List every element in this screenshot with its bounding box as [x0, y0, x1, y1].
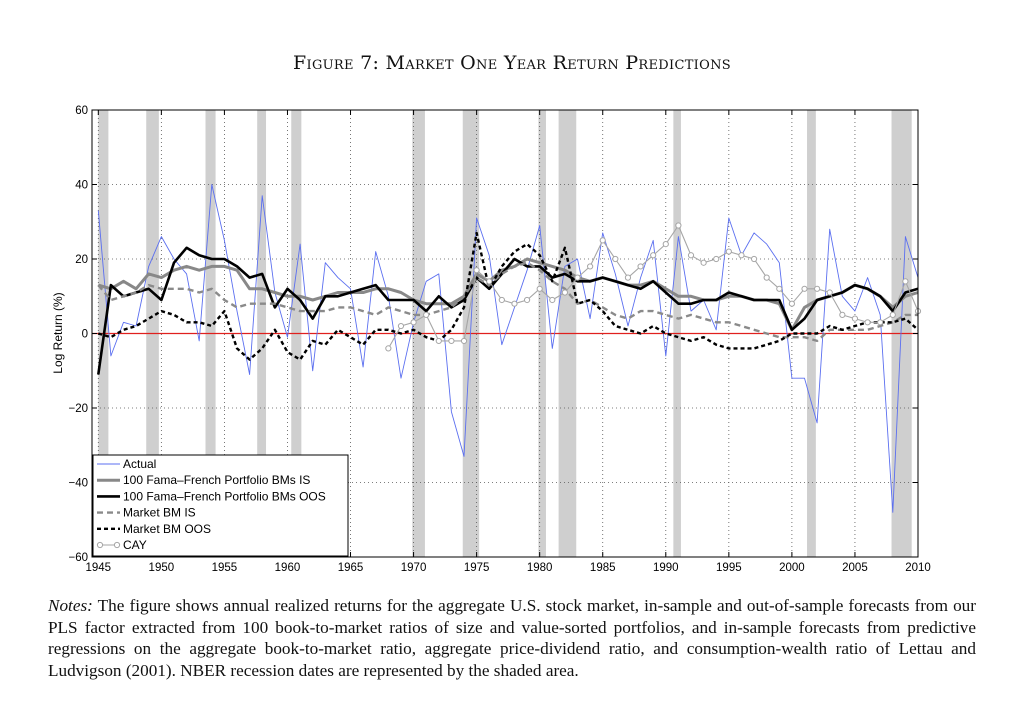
notes-text: The figure shows annual realized returns… [48, 596, 976, 680]
x-tick-label-1990: 1990 [653, 562, 679, 574]
x-tick-label-1955: 1955 [212, 562, 238, 574]
cay-point-2009 [902, 278, 909, 285]
cay-point-1986 [612, 255, 619, 263]
y-tick-label--20: −20 [68, 403, 88, 415]
cay-point-1969 [397, 322, 405, 330]
series-line-100-fama-french-portfolio-bms-is [97, 257, 919, 332]
x-tick-label-1995: 1995 [716, 562, 742, 574]
return-chart: 1945 1950 1955 1960 1965 1970 1975 1980 1985 1990… [51, 105, 931, 574]
cay-point-1977 [498, 296, 505, 304]
legend-label-100-fama-french-portfolio-bms-is: 100 Fama–French Portfolio BMs IS [123, 473, 310, 487]
y-tick-label--60: −60 [68, 552, 88, 564]
cay-point-1993 [700, 259, 707, 266]
legend-label-market-bm-oos: Market BM OOS [123, 522, 211, 536]
cay-point-1979 [523, 296, 531, 304]
cay-point-1974 [460, 337, 468, 345]
x-tick-label-2000: 2000 [779, 562, 805, 574]
legend-marker-cay-left [96, 541, 104, 549]
notes-label: Notes: [48, 596, 93, 615]
cay-point-1973 [448, 337, 455, 345]
y-tick-label-20: 20 [75, 254, 88, 266]
legend-box [92, 454, 349, 557]
cay-point-1991 [675, 222, 682, 229]
series-line-market-bm-is [97, 261, 918, 343]
x-tick-label-1970: 1970 [401, 562, 427, 574]
legend-marker-cay-right [113, 541, 121, 549]
cay-point-2006 [864, 319, 871, 326]
x-tick-label-1965: 1965 [338, 562, 364, 574]
series-line-market-bm-oos [97, 231, 919, 361]
legend-label-actual: Actual [123, 457, 156, 471]
x-tick-label-1960: 1960 [275, 562, 301, 574]
x-tick-label-2010: 2010 [905, 562, 931, 574]
cay-point-1988 [637, 263, 644, 270]
cay-point-1972 [435, 337, 442, 345]
legend-label-cay: CAY [123, 538, 147, 552]
y-tick-label-0: 0 [82, 329, 88, 341]
cay-point-2000 [788, 300, 795, 307]
cay-point-2007 [877, 319, 884, 326]
cay-point-1992 [687, 252, 695, 259]
cay-point-1983 [574, 274, 581, 281]
legend: Actual 100 Fama–French Portfolio BMs IS 10… [92, 454, 349, 557]
x-tick-label-1975: 1975 [464, 562, 490, 574]
cay-point-1985 [599, 237, 606, 244]
legend-label-market-bm-is: Market BM IS [123, 506, 196, 520]
x-tick-label-1945: 1945 [86, 562, 112, 574]
series-line-100-fama-french-portfolio-bms-oos [97, 246, 919, 375]
x-tick-label-2005: 2005 [842, 562, 868, 574]
x-tick-label-1950: 1950 [149, 562, 175, 574]
cay-point-1996 [738, 252, 745, 259]
cay-point-1990 [662, 241, 669, 248]
figure-notes: Notes: The figure shows annual realized … [48, 595, 976, 681]
y-tick-label-60: 60 [75, 105, 88, 117]
series-line-actual [97, 184, 919, 513]
cay-point-1989 [650, 252, 657, 259]
cay-point-1971 [423, 311, 430, 318]
legend-label-100-fama-french-portfolio-bms-oos: 100 Fama–French Portfolio BMs OOS [123, 489, 326, 503]
x-tick-label-1985: 1985 [590, 562, 616, 574]
cay-point-1976 [486, 278, 493, 285]
y-tick-label--40: −40 [68, 478, 88, 490]
x-tick-label-1980: 1980 [527, 562, 553, 574]
cay-point-1997 [750, 255, 758, 263]
cay-point-1994 [713, 255, 720, 263]
cay-point-1998 [763, 274, 770, 281]
cay-point-2004 [839, 311, 846, 318]
axes: 1945 1950 1955 1960 1965 1970 1975 1980 1985 1990… [68, 105, 930, 574]
cay-point-2008 [889, 311, 896, 318]
series-lines [97, 184, 922, 513]
y-tick-label-40: 40 [75, 180, 88, 192]
cay-point-1981 [549, 296, 556, 304]
cay-point-1995 [725, 248, 732, 255]
cay-point-1987 [624, 274, 632, 281]
cay-point-1984 [587, 263, 594, 270]
cay-point-1999 [776, 285, 783, 292]
cay-point-1978 [511, 300, 518, 307]
cay-point-1970 [410, 319, 417, 326]
cay-point-2002 [814, 285, 821, 292]
cay-point-1982 [561, 289, 569, 296]
y-axis-label: Log Return (%) [51, 292, 65, 373]
cay-point-1975 [473, 267, 480, 274]
cay-point-2001 [801, 285, 808, 292]
cay-point-2005 [851, 315, 859, 322]
figure-title: Figure 7: Market One Year Return Predict… [293, 52, 731, 74]
cay-point-2003 [826, 289, 833, 296]
cay-point-1980 [536, 285, 543, 292]
cay-point-1968 [385, 345, 392, 352]
